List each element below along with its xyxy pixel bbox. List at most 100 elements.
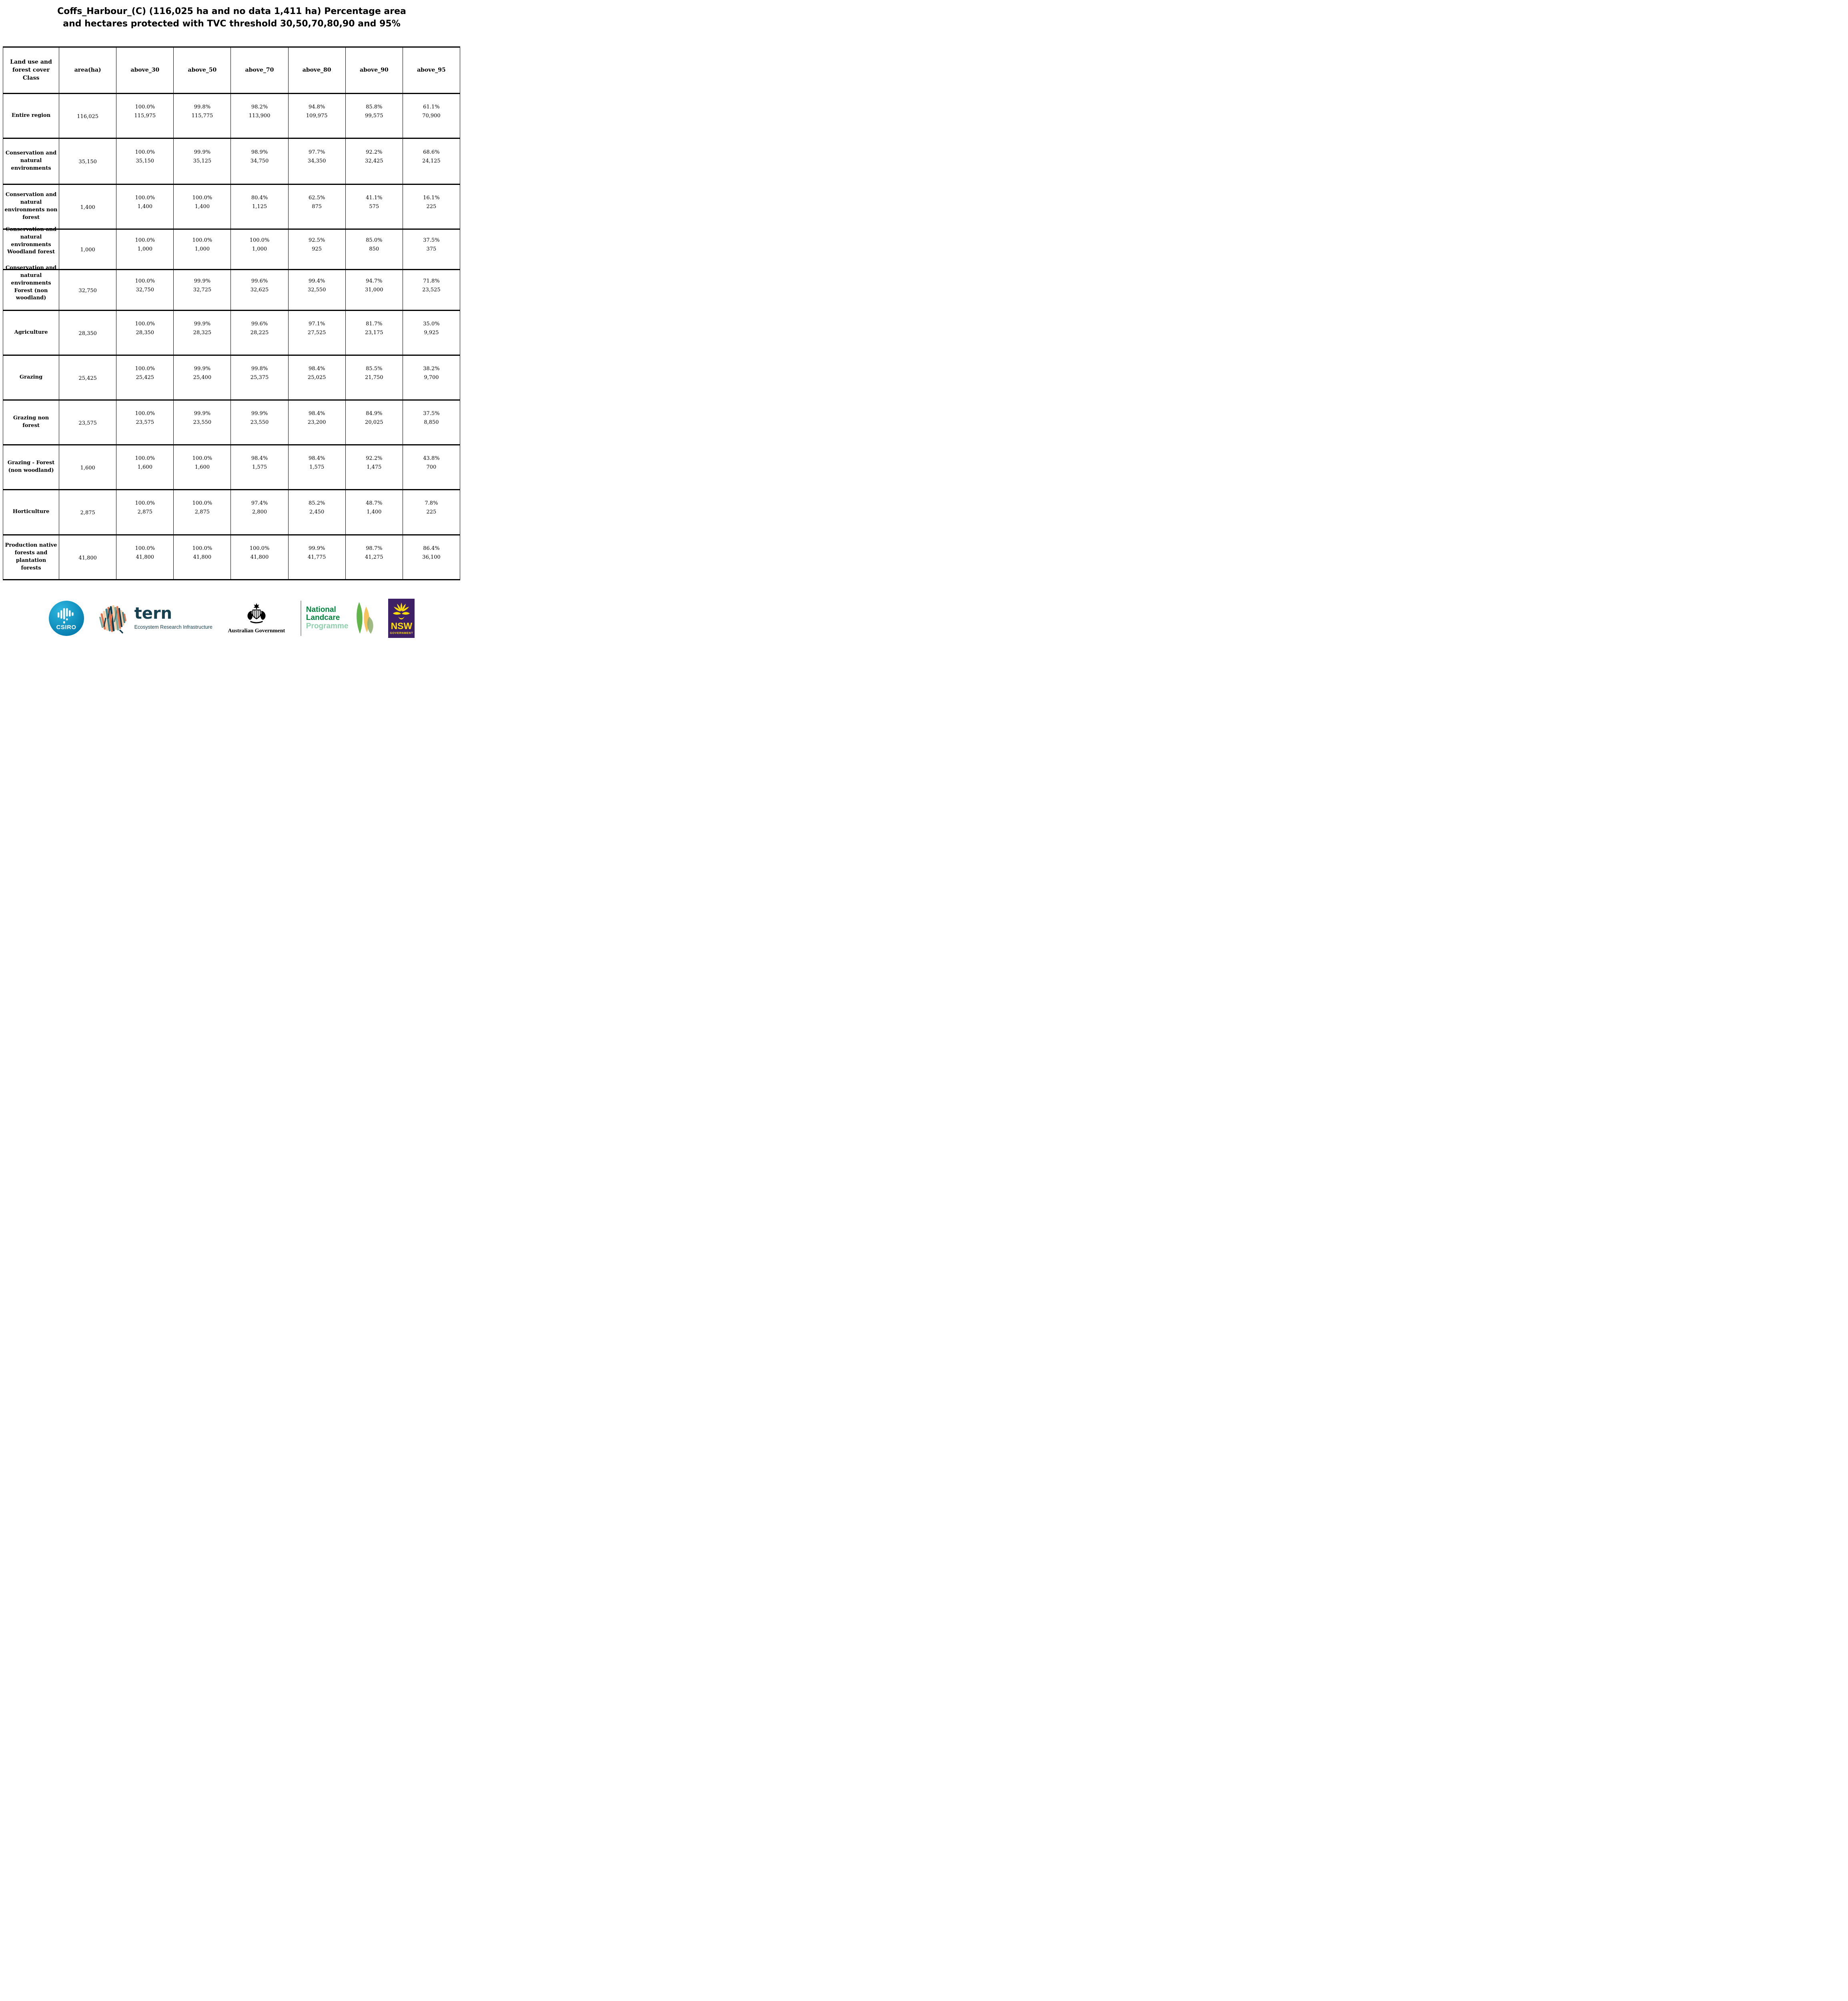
value-cell: 37.5% 375 — [402, 228, 461, 270]
value-block: 85.2% 2,450 — [309, 499, 325, 517]
percent-value: 100.0% — [135, 410, 155, 417]
row-label: Grazing — [19, 374, 43, 380]
percent-value: 85.5% — [366, 365, 383, 372]
percent-value: 100.0% — [249, 237, 270, 243]
table-row: Production native forests and plantation… — [2, 534, 461, 580]
area-cell: 1,600 — [59, 444, 117, 490]
table-row: Conservation and natural environments no… — [2, 183, 461, 230]
value-block: 48.7% 1,400 — [366, 499, 382, 517]
value-cell: 100.0% 41,800 — [173, 534, 231, 580]
value-block: 100.0% 2,875 — [135, 499, 155, 517]
value-block: 99.4% 32,550 — [308, 277, 326, 295]
value-cell: 92.2% 32,425 — [345, 137, 403, 185]
hectares-value: 99,575 — [365, 112, 383, 119]
value-block: 85.0% 850 — [366, 236, 382, 254]
value-block: 98.4% 25,025 — [308, 365, 326, 382]
hectares-value: 27,525 — [307, 329, 326, 336]
hectares-value: 35,125 — [193, 158, 212, 164]
value-cell: 100.0% 2,875 — [116, 489, 174, 535]
row-label-cell: Production native forests and plantation… — [2, 534, 60, 580]
value-block: 81.7% 23,175 — [365, 320, 383, 337]
value-block: 97.4% 2,800 — [251, 499, 268, 517]
value-block: 99.9% 28,325 — [193, 320, 212, 337]
hectares-value: 28,225 — [250, 329, 269, 336]
value-cell: 99.6% 28,225 — [230, 309, 289, 356]
hectares-value: 23,175 — [365, 329, 383, 336]
tern-text-block: tern Ecosystem Research Infrastructure — [134, 606, 212, 630]
table-row: Conservation and natural environments 35… — [2, 137, 461, 185]
row-label: Conservation and natural environments no… — [4, 192, 58, 221]
percent-value: 100.0% — [192, 237, 212, 243]
column-header-class: Land use and forest cover Class — [2, 46, 60, 94]
hectares-value: 34,750 — [250, 158, 269, 164]
percent-value: 100.0% — [135, 455, 155, 461]
value-block: 94.8% 109,975 — [306, 103, 328, 120]
area-value: 32,750 — [78, 287, 97, 294]
percent-value: 85.8% — [366, 104, 383, 110]
value-cell: 100.0% 2,875 — [173, 489, 231, 535]
hectares-value: 24,125 — [422, 158, 441, 164]
percent-value: 99.9% — [194, 149, 211, 155]
value-block: 100.0% 1,000 — [192, 236, 212, 254]
value-block: 99.8% 115,775 — [192, 103, 213, 120]
value-block: 99.9% 23,550 — [193, 409, 212, 427]
row-label: Conservation and natural environments — [5, 150, 57, 172]
value-block: 98.7% 41,275 — [365, 544, 383, 562]
table-row: Conservation and natural environments Wo… — [2, 227, 461, 270]
hectares-value: 32,550 — [307, 287, 326, 293]
percent-value: 99.8% — [194, 104, 211, 110]
value-block: 99.6% 32,625 — [251, 277, 269, 295]
row-label: Conservation and natural environments Fo… — [5, 265, 57, 301]
value-cell: 62.5% 875 — [288, 183, 346, 230]
percent-value: 100.0% — [135, 365, 155, 372]
percent-value: 100.0% — [135, 194, 155, 201]
hectares-value: 115,975 — [134, 112, 156, 119]
percent-value: 99.9% — [309, 545, 325, 551]
hectares-value: 23,200 — [307, 419, 326, 425]
value-block: 61.1% 70,900 — [422, 103, 441, 120]
percent-value: 85.2% — [309, 500, 325, 506]
area-value: 41,800 — [78, 555, 97, 561]
value-block: 92.2% 1,475 — [366, 454, 382, 472]
percent-value: 16.1% — [423, 194, 440, 201]
percent-value: 92.5% — [309, 237, 325, 243]
value-block: 100.0% 1,600 — [192, 454, 212, 472]
percent-value: 100.0% — [135, 237, 155, 243]
percent-value: 99.9% — [194, 321, 211, 327]
hectares-value: 32,625 — [250, 287, 269, 293]
landcare-word-national: National — [306, 605, 336, 614]
column-header-above80: above_80 — [288, 46, 346, 94]
value-block: 100.0% 1,000 — [250, 236, 270, 254]
value-block: 100.0% 41,800 — [192, 544, 212, 562]
value-cell: 38.2% 9,700 — [402, 354, 461, 401]
percent-value: 71.8% — [423, 278, 440, 284]
hectares-value: 375 — [426, 246, 437, 253]
value-cell: 85.0% 850 — [345, 228, 403, 270]
value-cell: 80.4% 1,125 — [230, 183, 289, 230]
value-block: 99.9% 41,775 — [308, 544, 326, 562]
hectares-value: 32,725 — [193, 287, 212, 293]
value-cell: 71.8% 23,525 — [402, 269, 461, 311]
row-label-cell: Horticulture — [2, 489, 60, 535]
hectares-value: 1,600 — [194, 464, 210, 470]
area-cell: 25,425 — [59, 354, 117, 401]
value-cell: 99.9% 23,550 — [230, 399, 289, 445]
csiro-logo: CSIRO — [48, 600, 84, 636]
value-block: 92.5% 925 — [309, 236, 325, 254]
row-label-cell: Conservation and natural environments no… — [2, 183, 60, 230]
value-cell: 99.4% 32,550 — [288, 269, 346, 311]
table-row: Grazing 25,425 100.0% 25,425 99.9% 25,400 … — [2, 354, 461, 401]
value-cell: 85.2% 2,450 — [288, 489, 346, 535]
value-cell: 98.4% 1,575 — [230, 444, 289, 490]
nsw-wordmark: NSW — [391, 620, 413, 631]
value-cell: 100.0% 1,400 — [173, 183, 231, 230]
hectares-value: 2,800 — [252, 509, 267, 515]
value-cell: 98.4% 1,575 — [288, 444, 346, 490]
value-cell: 85.5% 21,750 — [345, 354, 403, 401]
value-cell: 98.7% 41,275 — [345, 534, 403, 580]
tern-australia-map-icon — [99, 605, 126, 634]
value-block: 100.0% 41,800 — [250, 544, 270, 562]
hectares-value: 20,025 — [365, 419, 383, 425]
percent-value: 98.4% — [309, 410, 325, 417]
value-block: 97.7% 34,350 — [308, 148, 326, 166]
